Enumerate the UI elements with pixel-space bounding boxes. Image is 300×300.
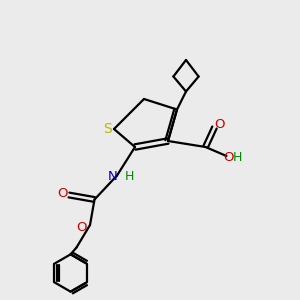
Text: H: H [233, 151, 243, 164]
Text: O: O [223, 151, 233, 164]
Text: N: N [108, 170, 118, 184]
Text: O: O [58, 187, 68, 200]
Text: O: O [214, 118, 224, 131]
Text: H: H [124, 170, 134, 184]
Text: O: O [76, 221, 87, 234]
Text: S: S [103, 122, 112, 136]
